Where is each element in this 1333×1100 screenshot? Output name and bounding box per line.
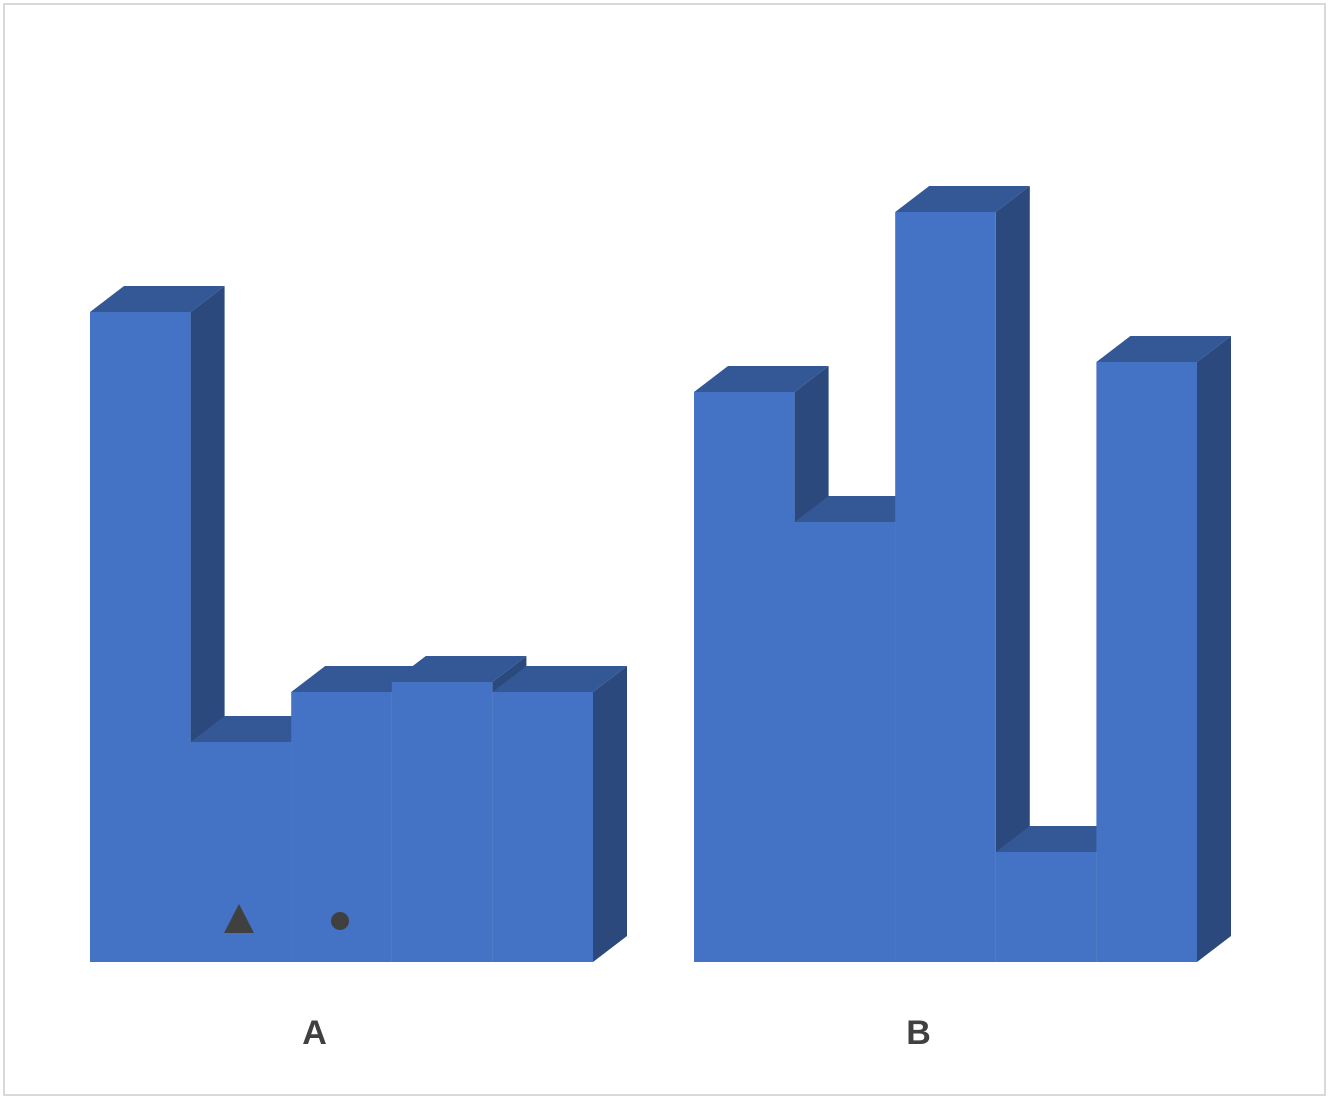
x-tick-label: A [302, 1014, 327, 1052]
bar [1096, 362, 1197, 962]
bar-top [391, 656, 527, 682]
bar-top [90, 286, 225, 312]
marker-triangle [224, 904, 254, 933]
plot-area [90, 186, 1231, 962]
bar-top [1096, 336, 1231, 362]
bar-top [492, 666, 627, 692]
bar-side [1197, 336, 1231, 962]
bar-side [995, 186, 1030, 962]
bar-top [694, 366, 829, 392]
x-tick-label: B [906, 1014, 931, 1052]
bar-top [895, 186, 1030, 212]
bar [391, 682, 493, 962]
bar [794, 522, 896, 962]
bar [694, 392, 795, 962]
bar [895, 212, 996, 962]
bar [492, 692, 593, 962]
bar [90, 312, 191, 962]
marker-circle [331, 912, 349, 930]
bar [995, 852, 1097, 962]
bar-side [593, 666, 627, 962]
